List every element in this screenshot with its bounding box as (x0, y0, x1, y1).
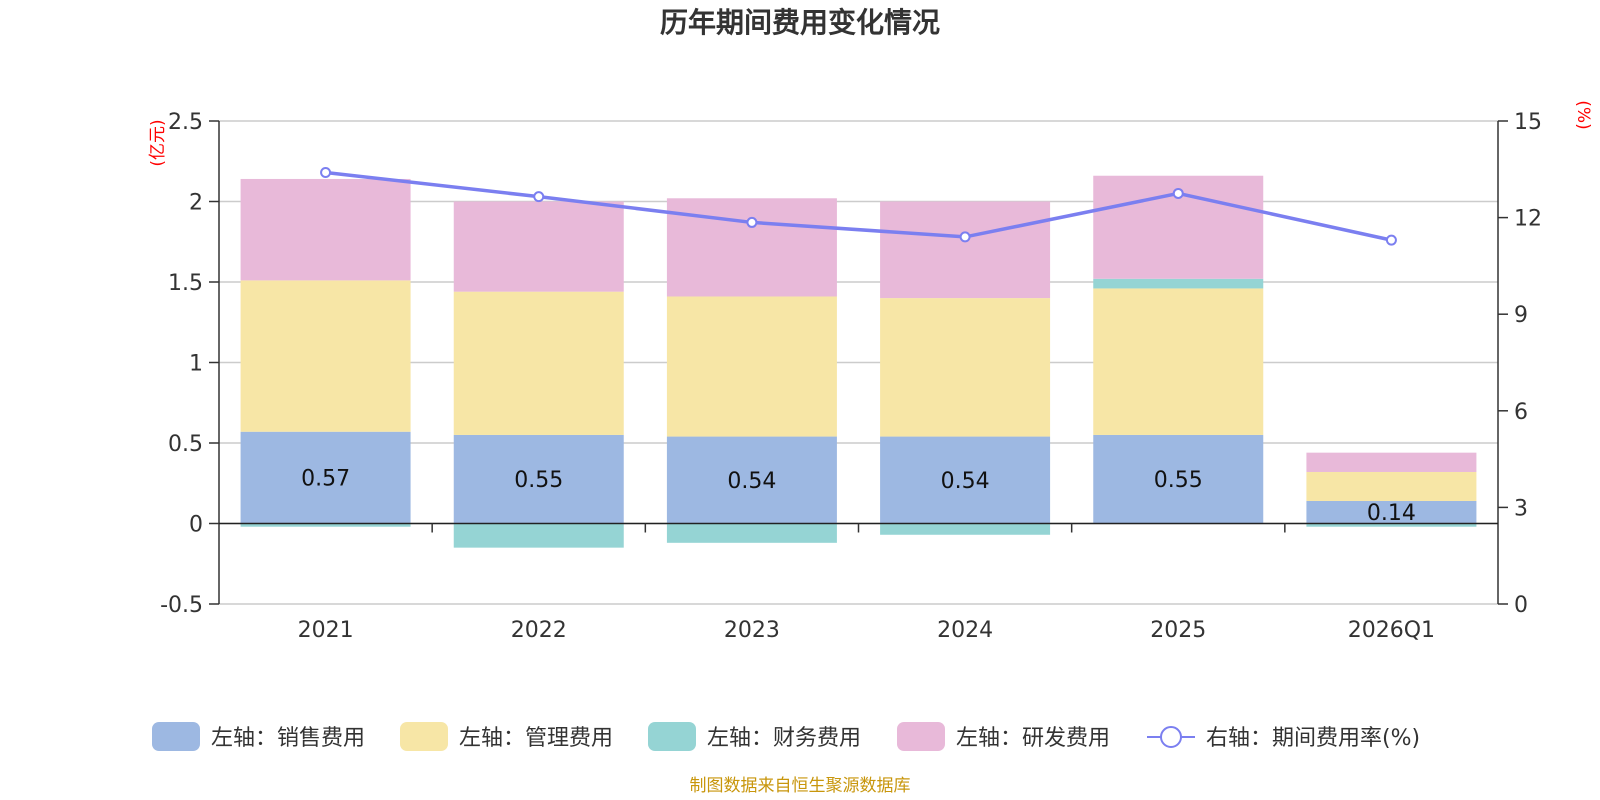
data-label: 0.14 (1367, 501, 1416, 526)
right-axis-tick-label: 6 (1514, 400, 1528, 425)
bar-segment (240, 280, 411, 432)
legend-swatch (152, 722, 200, 751)
bar-segment (453, 434, 624, 524)
bar-segment (880, 436, 1051, 524)
bar-segment (880, 201, 1051, 299)
left-axis-unit: (亿元) (148, 119, 168, 166)
x-axis-tick-label: 2022 (511, 618, 567, 643)
left-axis-tick-label: 2 (189, 191, 203, 216)
left-axis-tick-label: 2.5 (168, 110, 203, 135)
bar-segment (240, 431, 411, 524)
bar-segment (1306, 452, 1477, 472)
x-axis-tick-label: 2026Q1 (1348, 618, 1435, 643)
legend-label: 右轴：期间费用率(%) (1206, 726, 1420, 751)
legend-label: 左轴：管理费用 (459, 726, 613, 751)
right-axis-tick-label: 12 (1514, 207, 1542, 232)
legend-label: 左轴：研发费用 (956, 726, 1110, 751)
bars (240, 175, 1477, 548)
bar-segment (240, 178, 411, 281)
bar-segment (453, 201, 624, 292)
left-axis-tick-label: 1.5 (168, 271, 203, 296)
bar-segment (1306, 523, 1477, 527)
data-label: 0.55 (514, 468, 563, 493)
rate-point (1172, 187, 1184, 199)
rate-point (533, 191, 545, 203)
legend-label: 左轴：销售费用 (211, 726, 365, 751)
rate-point (320, 167, 332, 179)
axes: -0.5 0 0.5 1 1.5 2 2.5 0 3 6 9 12 15 2021 2022 2023 2024… (160, 110, 1542, 643)
chart-title: 历年期间费用变化情况 (660, 6, 940, 39)
data-label: 0.54 (941, 469, 990, 494)
bar-segment (1093, 288, 1264, 435)
bar-segment (1093, 434, 1264, 524)
data-label: 0.55 (1154, 468, 1203, 493)
x-axis-tick-label: 2023 (724, 618, 780, 643)
rate-point (1385, 234, 1397, 246)
legend-marker (1160, 726, 1182, 748)
bar-segment (453, 523, 624, 548)
right-axis-tick-label: 0 (1514, 593, 1528, 618)
legend-swatch (648, 722, 696, 751)
source-note: 制图数据来自恒生聚源数据库 (690, 776, 911, 796)
left-axis-tick-label: 0 (189, 513, 203, 538)
x-axis-tick-label: 2024 (937, 618, 993, 643)
rate-line-path (325, 170, 1392, 242)
bar-segment (666, 198, 837, 297)
data-label: 0.57 (301, 467, 350, 492)
bar-segment (1306, 500, 1477, 524)
left-axis-tick-label: 0.5 (168, 432, 203, 457)
legend-label: 左轴：财务费用 (707, 726, 861, 751)
legend-swatch (400, 722, 448, 751)
bar-segment (666, 436, 837, 524)
rate-line (320, 167, 1397, 246)
bar-segment (1093, 278, 1264, 289)
rate-point (746, 216, 758, 228)
right-axis-unit: (%) (1573, 100, 1593, 129)
legend: 左轴：销售费用 左轴：管理费用 左轴：财务费用 左轴：研发费用 右轴：期间费用率(%) (152, 722, 1420, 751)
bar-segment (880, 523, 1051, 535)
bar-segment (666, 296, 837, 437)
bar-segment (666, 523, 837, 543)
x-axis-tick-label: 2021 (298, 618, 354, 643)
bar-segment (880, 298, 1051, 437)
x-axis-tick-label: 2025 (1150, 618, 1206, 643)
left-axis-tick-label: 1 (189, 352, 203, 377)
data-labels: 0.57 0.55 0.54 0.54 0.55 0.14 (301, 467, 1416, 527)
right-axis-tick-label: 15 (1514, 110, 1542, 135)
bar-segment (453, 291, 624, 435)
right-axis-tick-label: 3 (1514, 496, 1528, 521)
data-label: 0.54 (727, 469, 776, 494)
bar-segment (1306, 471, 1477, 501)
left-axis-tick-label: -0.5 (160, 593, 203, 618)
right-axis-tick-label: 9 (1514, 303, 1528, 328)
bar-segment (240, 523, 411, 527)
rate-point (959, 231, 971, 243)
legend-swatch (897, 722, 945, 751)
